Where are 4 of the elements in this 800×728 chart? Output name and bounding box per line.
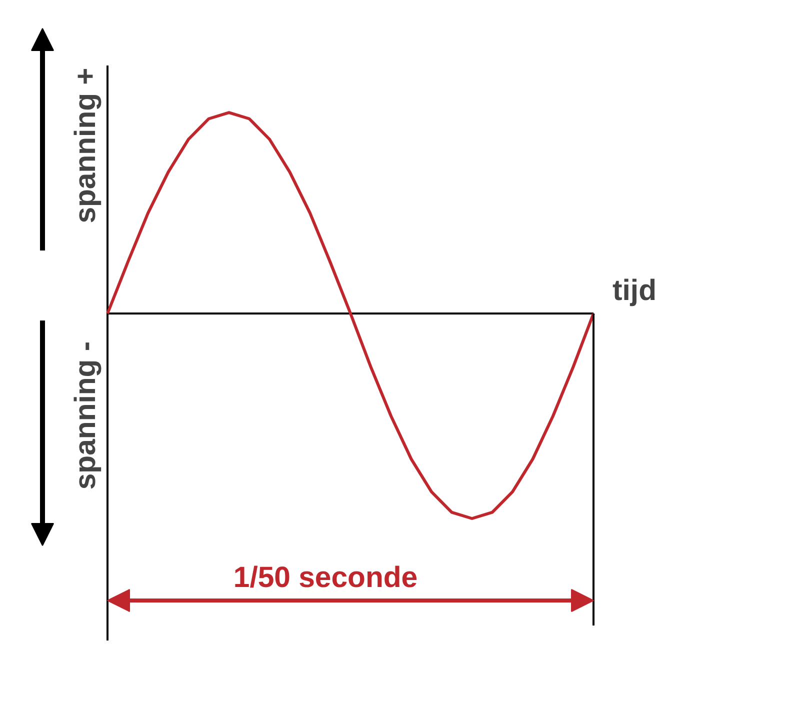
- y-axis-title: spanning +: [69, 68, 102, 224]
- text: spanning -: [69, 341, 102, 490]
- text: 1/50 seconde: [233, 561, 418, 594]
- x-axis-title: tijd: [612, 274, 656, 307]
